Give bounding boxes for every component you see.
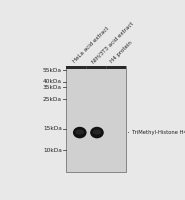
Text: 55kDa: 55kDa xyxy=(43,68,62,73)
Ellipse shape xyxy=(73,127,87,138)
Ellipse shape xyxy=(75,129,84,135)
Text: HeLa acid extract: HeLa acid extract xyxy=(73,26,110,64)
Text: 10kDa: 10kDa xyxy=(43,148,62,153)
Text: TriMethyl-Histone H4-K20: TriMethyl-Histone H4-K20 xyxy=(132,130,185,135)
Text: 40kDa: 40kDa xyxy=(43,79,62,84)
Ellipse shape xyxy=(90,127,104,138)
Bar xyxy=(66,66,126,69)
Ellipse shape xyxy=(92,129,101,135)
Text: NIH/3T3 acid extract: NIH/3T3 acid extract xyxy=(91,21,135,64)
Text: H4 protein: H4 protein xyxy=(110,40,134,64)
Text: 25kDa: 25kDa xyxy=(43,97,62,102)
Bar xyxy=(66,66,126,172)
Text: 15kDa: 15kDa xyxy=(43,126,62,131)
Text: 35kDa: 35kDa xyxy=(43,85,62,90)
